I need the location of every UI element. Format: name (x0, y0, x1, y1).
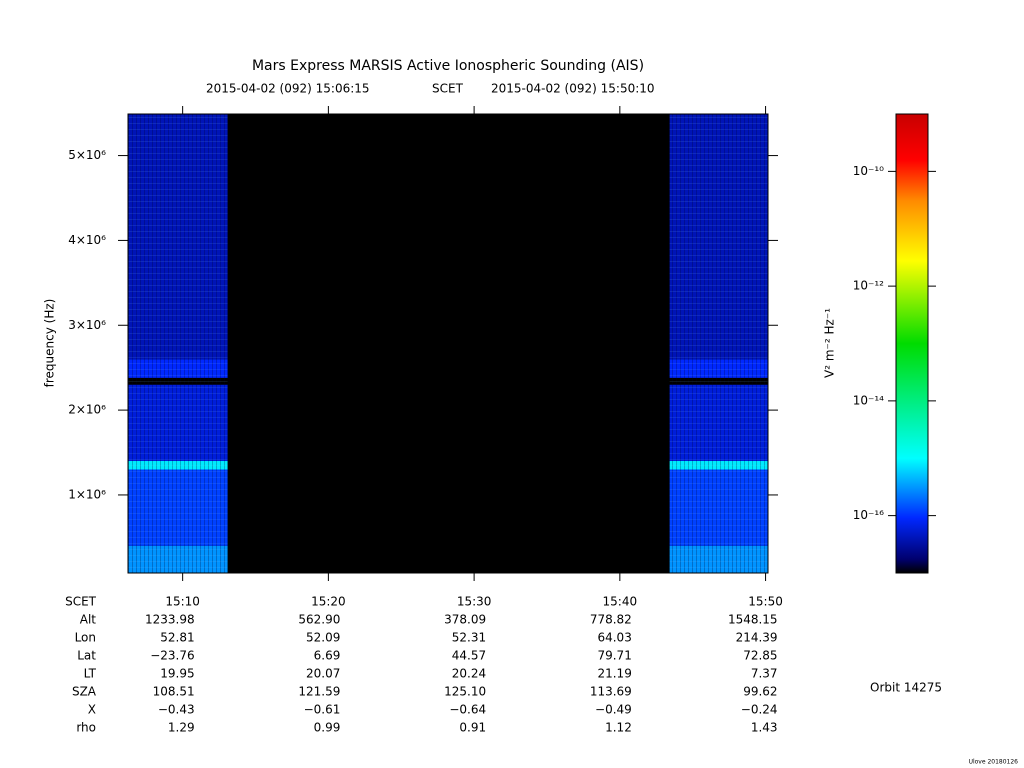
time-label: SCET (432, 82, 464, 96)
row-label: LT (84, 667, 97, 681)
cell: 0.91 (459, 721, 486, 735)
cell: 0.99 (314, 721, 341, 735)
colorbar-tick-label: 10⁻¹⁴ (853, 393, 884, 407)
orbit: Orbit 14275 (870, 681, 942, 695)
row-label: rho (76, 721, 96, 735)
cell: 562.90 (298, 613, 340, 627)
cell: 1548.15 (728, 613, 778, 627)
cell: −0.24 (741, 703, 778, 717)
x-tick-label: 15:50 (748, 595, 783, 609)
cell: 125.10 (444, 685, 486, 699)
cell: 7.37 (751, 667, 778, 681)
colorbar-tick-label: 10⁻¹⁶ (853, 508, 884, 522)
row-label: X (88, 703, 96, 717)
y-tick-label: 1×10⁶ (68, 487, 106, 501)
x-tick-label: 15:40 (603, 595, 638, 609)
cell: 1.29 (168, 721, 195, 735)
cell: 378.09 (444, 613, 486, 627)
cell: 52.81 (160, 631, 194, 645)
cell: 108.51 (153, 685, 195, 699)
cell: 52.31 (452, 631, 486, 645)
cell: −0.64 (449, 703, 486, 717)
chart-title: Mars Express MARSIS Active Ionospheric S… (252, 58, 644, 74)
cell: 79.71 (597, 649, 631, 663)
cell: 20.07 (306, 667, 340, 681)
row-label: SZA (72, 685, 97, 699)
cell: −0.49 (595, 703, 632, 717)
cell: 52.09 (306, 631, 340, 645)
cell: −0.61 (304, 703, 341, 717)
cell: 6.69 (314, 649, 341, 663)
y-tick-label: 5×10⁶ (68, 148, 106, 162)
x-tick-label: 15:20 (311, 595, 346, 609)
x-tick-label: 15:10 (165, 595, 200, 609)
cell: 1.12 (605, 721, 632, 735)
x-tick-label: 15:30 (457, 595, 492, 609)
y-tick-label: 4×10⁶ (68, 233, 106, 247)
cell: 44.57 (452, 649, 486, 663)
colorbar (895, 113, 929, 574)
colorbar-tick-label: 10⁻¹² (853, 279, 884, 293)
y-axis-label: frequency (Hz) (43, 299, 57, 388)
cell: 1.43 (751, 721, 778, 735)
cell: −23.76 (150, 649, 194, 663)
footer: Ulove 20180126 (969, 759, 1019, 766)
colorbar-label: V² m⁻² Hz⁻¹ (823, 308, 837, 378)
row-label: SCET (65, 595, 97, 609)
cell: 72.85 (743, 649, 777, 663)
plot-frame (127, 113, 769, 574)
cell: 99.62 (743, 685, 777, 699)
row-label: Alt (80, 613, 97, 627)
y-tick-label: 2×10⁶ (68, 403, 106, 417)
cell: 121.59 (298, 685, 340, 699)
start-time: 2015-04-02 (092) 15:06:15 (206, 82, 370, 96)
y-tick-label: 3×10⁶ (68, 318, 106, 332)
cell: 20.24 (452, 667, 486, 681)
cell: −0.43 (158, 703, 195, 717)
cell: 21.19 (597, 667, 631, 681)
cell: 1233.98 (145, 613, 195, 627)
end-time: 2015-04-02 (092) 15:50:10 (491, 82, 655, 96)
texture (669, 114, 768, 573)
cell: 113.69 (590, 685, 632, 699)
cell: 64.03 (597, 631, 631, 645)
cell: 214.39 (736, 631, 778, 645)
plot-area (128, 114, 768, 573)
row-label: Lat (77, 649, 96, 663)
cell: 778.82 (590, 613, 632, 627)
row-label: Lon (75, 631, 96, 645)
texture (128, 114, 228, 573)
cell: 19.95 (160, 667, 194, 681)
colorbar-tick-label: 10⁻¹⁰ (853, 164, 884, 178)
